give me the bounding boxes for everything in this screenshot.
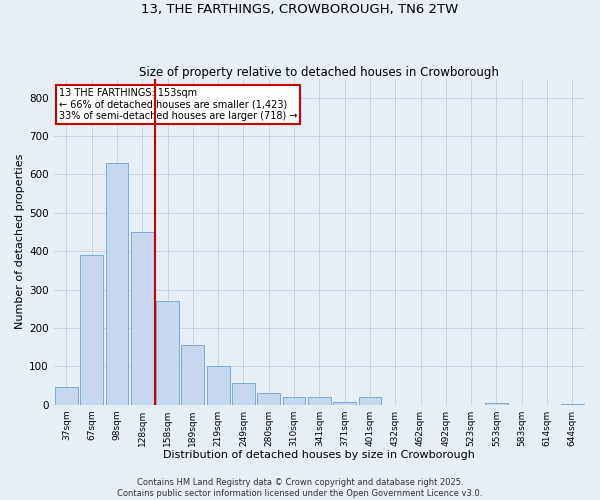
Bar (131, 232, 154, 404)
Bar (308, 397, 331, 404)
Bar (359, 397, 382, 404)
X-axis label: Distribution of detached houses by size in Crowborough: Distribution of detached houses by size … (163, 450, 475, 460)
Bar (207, 366, 230, 405)
Y-axis label: Number of detached properties: Number of detached properties (15, 154, 25, 329)
Bar (80, 255, 103, 404)
Bar (257, 393, 280, 404)
Text: 13, THE FARTHINGS, CROWBOROUGH, TN6 2TW: 13, THE FARTHINGS, CROWBOROUGH, TN6 2TW (142, 2, 458, 16)
Bar (55, 388, 77, 404)
Bar (283, 397, 305, 404)
Bar (232, 384, 255, 404)
Bar (181, 345, 204, 405)
Bar (106, 163, 128, 404)
Title: Size of property relative to detached houses in Crowborough: Size of property relative to detached ho… (139, 66, 499, 78)
Text: Contains HM Land Registry data © Crown copyright and database right 2025.
Contai: Contains HM Land Registry data © Crown c… (118, 478, 482, 498)
Bar (333, 402, 356, 404)
Bar (485, 402, 508, 404)
Bar (156, 301, 179, 405)
Text: 13 THE FARTHINGS: 153sqm
← 66% of detached houses are smaller (1,423)
33% of sem: 13 THE FARTHINGS: 153sqm ← 66% of detach… (59, 88, 298, 122)
